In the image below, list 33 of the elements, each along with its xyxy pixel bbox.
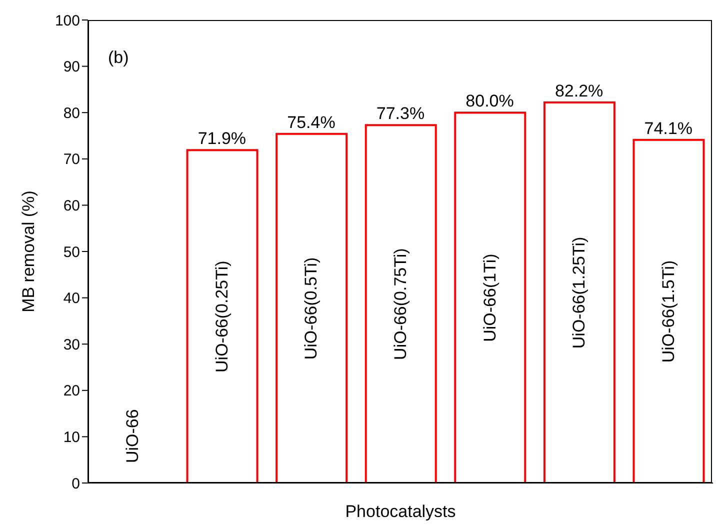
bar	[454, 112, 526, 483]
data-label: 74.1%	[644, 118, 692, 138]
bar	[186, 149, 258, 483]
x-tick-label: UiO-66(0.75Ti)	[391, 248, 410, 360]
y-tick-label: 20	[63, 382, 80, 400]
data-label: 77.3%	[376, 104, 425, 124]
y-tick-label: 80	[63, 104, 80, 122]
data-label: 82.2%	[554, 81, 604, 100]
y-tick-label: 40	[63, 290, 80, 308]
bar	[543, 101, 616, 483]
y-tick-label: 60	[63, 198, 80, 215]
data-label: 80.0%	[466, 92, 514, 111]
data-label: 71.9%	[198, 129, 246, 148]
x-tick-label: UiO-66(0.5Ti)	[302, 257, 321, 360]
y-tick-label: 0	[72, 475, 80, 492]
y-tick-label: 90	[63, 58, 80, 76]
x-axis-title: Photocatalysts	[345, 502, 456, 521]
y-tick-label: 70	[63, 151, 80, 168]
x-tick-label: UiO-66	[123, 409, 142, 463]
x-tick-label: UiO-66(1.5Ti)	[658, 260, 678, 363]
bar	[632, 138, 705, 483]
x-tick-label: UiO-66(1Ti)	[480, 254, 500, 342]
y-tick-label: 100	[54, 12, 80, 30]
y-tick-label: 10	[63, 429, 80, 446]
y-tick-label: 50	[63, 244, 80, 261]
x-tick-label: UiO-66(0.25Ti)	[212, 260, 232, 372]
annotation: (b)	[108, 48, 129, 68]
y-tick-label: 30	[63, 336, 80, 354]
bar	[276, 132, 348, 483]
x-tick-label: UiO-66(1.25Ti)	[570, 236, 589, 349]
data-label: 75.4%	[287, 112, 336, 132]
y-axis-title: MB removal (%)	[19, 190, 38, 312]
bar	[364, 124, 437, 483]
